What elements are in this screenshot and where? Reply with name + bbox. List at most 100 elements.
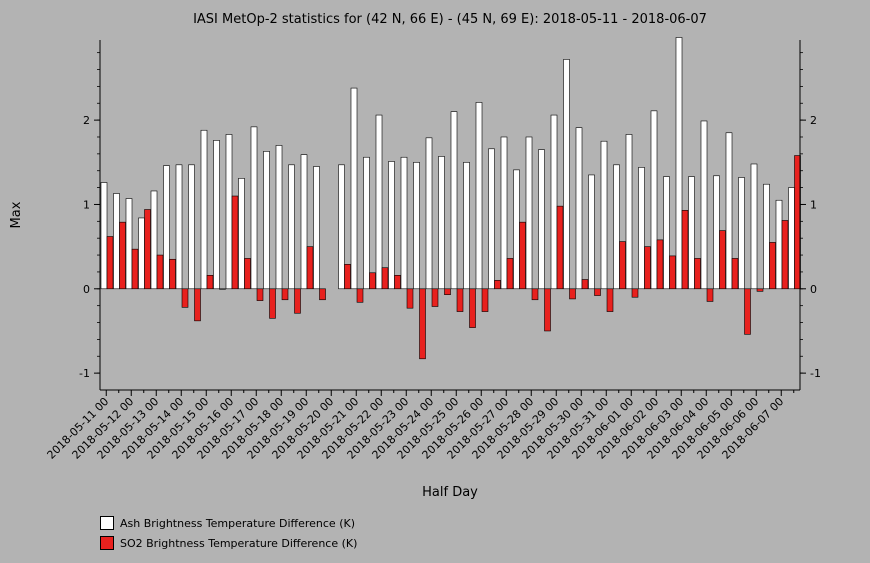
so2-bar-45 [669, 255, 676, 290]
so2-bar-40 [606, 288, 614, 312]
ash-bar-11 [238, 178, 245, 290]
y-tick-label-right: 1 [810, 198, 817, 211]
ash-bar-15 [288, 164, 295, 290]
ash-bar-17 [313, 166, 320, 290]
ash-bar-1 [113, 193, 120, 290]
ash-bar-5 [163, 165, 170, 290]
ash-bar-50 [725, 132, 733, 290]
so2-bar-0 [106, 236, 114, 290]
ash-bar-21 [363, 156, 370, 290]
ash-bar-0 [100, 182, 108, 290]
legend-swatch-ash [100, 516, 114, 530]
ash-bar-44 [650, 110, 658, 290]
x-axis-label: Half Day [422, 485, 478, 500]
so2-bar-37 [569, 288, 576, 300]
so2-bar-1 [119, 221, 126, 290]
ash-bar-34 [525, 136, 533, 290]
ash-bar-36 [550, 114, 558, 290]
legend-item-so2: SO2 Brightness Temperature Difference (K… [100, 533, 357, 553]
ash-bar-47 [688, 176, 695, 290]
so2-bar-20 [356, 288, 364, 303]
y-tick-label-right: 0 [810, 283, 817, 296]
legend-label-ash: Ash Brightness Temperature Difference (K… [120, 516, 355, 530]
chart-title: IASI MetOp-2 statistics for (42 N, 66 E)… [193, 12, 707, 27]
y-tick-label-left: 0 [83, 283, 90, 296]
ash-bar-16 [300, 154, 308, 290]
so2-bar-16 [306, 246, 314, 290]
so2-bar-22 [381, 267, 389, 290]
so2-bar-33 [519, 221, 526, 290]
so2-bar-29 [469, 288, 476, 328]
ash-bar-25 [413, 161, 420, 290]
ash-bar-20 [350, 87, 358, 290]
ash-bar-35 [538, 149, 545, 290]
ash-bar-55 [788, 187, 795, 290]
ash-bar-28 [450, 111, 458, 290]
ash-bar-2 [125, 198, 133, 290]
ash-bar-37 [563, 59, 570, 290]
ash-bar-40 [600, 140, 608, 290]
ash-bar-26 [425, 137, 433, 290]
y-tick-label-left: 2 [83, 114, 90, 127]
so2-bar-52 [756, 288, 764, 292]
so2-bar-7 [194, 288, 201, 322]
legend-swatch-so2 [100, 536, 114, 550]
so2-bar-9 [219, 288, 226, 290]
so2-bar-21 [369, 272, 376, 290]
so2-bar-31 [494, 280, 501, 290]
so2-bar-26 [431, 288, 439, 307]
ash-bar-9 [213, 140, 220, 290]
ash-bar-13 [263, 151, 270, 290]
so2-bar-17 [319, 288, 326, 301]
so2-bar-14 [281, 288, 289, 301]
ash-bar-33 [513, 169, 520, 290]
so2-bar-27 [444, 288, 451, 295]
ash-bar-53 [763, 183, 770, 290]
so2-bar-8 [206, 275, 214, 290]
y-tick-label-left: -1 [79, 367, 90, 380]
legend-item-ash: Ash Brightness Temperature Difference (K… [100, 513, 357, 533]
so2-bar-32 [506, 258, 514, 290]
ash-bar-49 [713, 175, 720, 290]
ash-bar-43 [638, 167, 645, 290]
ash-bar-54 [775, 199, 783, 290]
ash-bar-8 [200, 129, 208, 290]
ash-bar-42 [625, 134, 633, 290]
so2-bar-10 [231, 195, 239, 290]
so2-bar-47 [694, 258, 701, 290]
ash-bar-10 [225, 134, 233, 290]
bars-group [100, 37, 801, 360]
ash-bar-4 [150, 190, 158, 290]
y-tick-label-right: -1 [810, 367, 821, 380]
y-tick-label-right: 2 [810, 114, 817, 127]
ash-bar-29 [463, 161, 470, 290]
ash-bar-24 [400, 156, 408, 290]
so2-bar-4 [156, 254, 164, 290]
so2-bar-41 [619, 241, 626, 290]
so2-bar-5 [169, 258, 176, 290]
so2-bar-49 [719, 230, 726, 290]
so2-bar-35 [544, 288, 551, 332]
so2-bar-3 [144, 209, 151, 290]
so2-bar-36 [556, 205, 564, 290]
so2-bar-54 [781, 220, 789, 290]
ash-bar-12 [250, 126, 258, 290]
ash-bar-3 [138, 217, 145, 290]
ash-bar-48 [700, 120, 708, 290]
ash-bar-46 [675, 37, 683, 290]
so2-bar-43 [644, 246, 651, 290]
so2-bar-28 [456, 288, 464, 312]
so2-bar-42 [631, 288, 639, 298]
so2-bar-13 [269, 288, 276, 319]
so2-bar-6 [181, 288, 189, 308]
ash-bar-14 [275, 145, 283, 290]
ash-bar-32 [500, 136, 508, 290]
ash-bar-22 [375, 114, 383, 290]
ash-bar-30 [475, 102, 483, 290]
so2-bar-53 [769, 242, 776, 290]
so2-bar-38 [581, 279, 589, 290]
ash-bar-31 [488, 148, 495, 290]
ash-bar-39 [588, 174, 595, 290]
